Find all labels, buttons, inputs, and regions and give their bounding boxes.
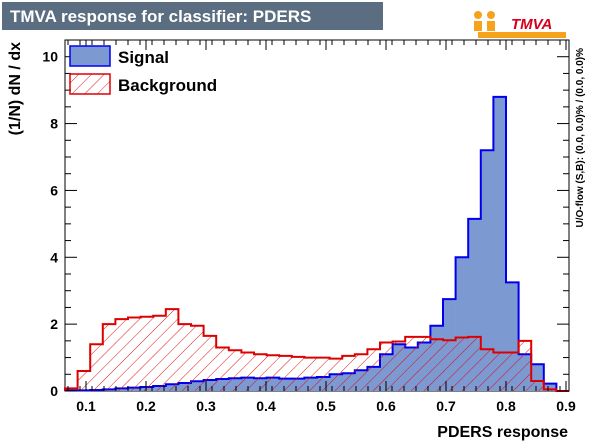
background-bin bbox=[228, 350, 242, 391]
background-bin bbox=[443, 340, 456, 391]
background-bin bbox=[241, 352, 255, 391]
series-layer bbox=[64, 95, 569, 392]
x-tick-label: 0.6 bbox=[376, 398, 396, 414]
background-bin bbox=[531, 380, 545, 391]
background-bin bbox=[191, 325, 204, 391]
x-tick-label: 0.2 bbox=[136, 398, 156, 414]
logo-figure bbox=[474, 21, 482, 31]
legend: Signal Background bbox=[69, 45, 217, 95]
overflow-label: U/O-flow (S,B): (0.0, 0.0)% / (0.0, 0.0)… bbox=[575, 48, 586, 228]
x-tick-label: 0.4 bbox=[256, 398, 276, 414]
y-tick-label: 2 bbox=[50, 316, 58, 332]
x-tick-label: 0.1 bbox=[76, 398, 96, 414]
background-bin bbox=[367, 349, 381, 391]
background-bin bbox=[279, 355, 293, 391]
title-bar bbox=[2, 2, 383, 30]
series-background bbox=[64, 308, 569, 392]
legend-label-signal: Signal bbox=[118, 48, 169, 67]
background-bin bbox=[128, 317, 141, 391]
background-bin bbox=[455, 337, 469, 391]
background-bin bbox=[291, 356, 305, 391]
background-bin bbox=[65, 388, 78, 391]
background-bin bbox=[354, 354, 368, 391]
logo-figure bbox=[487, 21, 495, 31]
background-bin bbox=[380, 342, 393, 391]
background-bin bbox=[329, 358, 343, 391]
chart-title: TMVA response for classifier: PDERS bbox=[10, 7, 311, 26]
background-bin bbox=[216, 347, 230, 391]
background-bin bbox=[90, 344, 104, 391]
background-bin bbox=[430, 339, 444, 391]
background-bin bbox=[405, 336, 419, 391]
logo-dot bbox=[474, 11, 482, 19]
y-tick-label: 6 bbox=[50, 182, 58, 198]
background-bin bbox=[304, 357, 318, 391]
background-bin bbox=[254, 354, 267, 391]
background-outline bbox=[64, 308, 569, 392]
background-bin bbox=[518, 340, 532, 391]
background-bin bbox=[102, 324, 116, 391]
background-bin bbox=[77, 370, 91, 391]
background-bin bbox=[203, 335, 217, 391]
legend-swatch-signal bbox=[69, 45, 111, 67]
axes-layer: 0.1 0.2 0.3 0.4 0.5 0.6 0.7 0.8 0.9 0 2 4 6 8 10 bbox=[42, 39, 576, 414]
background-bin bbox=[178, 324, 192, 391]
y-tick-label: 8 bbox=[50, 116, 58, 132]
y-tick-label: 0 bbox=[50, 383, 58, 399]
background-bin bbox=[468, 336, 482, 391]
x-tick-label: 0.8 bbox=[496, 398, 516, 414]
background-bin bbox=[165, 309, 179, 391]
background-bin bbox=[153, 315, 167, 391]
background-bin bbox=[480, 349, 494, 391]
background-bin bbox=[115, 319, 129, 391]
tmva-logo: TMVA bbox=[474, 11, 566, 38]
y-tick-label: 10 bbox=[42, 49, 58, 65]
background-bin bbox=[266, 355, 280, 391]
signal-bin bbox=[480, 150, 494, 391]
background-bin bbox=[417, 336, 431, 391]
background-bin bbox=[342, 355, 356, 391]
background-bin bbox=[140, 316, 154, 391]
legend-swatch-background bbox=[69, 73, 111, 95]
background-bin bbox=[317, 357, 330, 391]
x-tick-label: 0.3 bbox=[196, 398, 216, 414]
y-axis-label: (1/N) dN / dx bbox=[7, 42, 24, 135]
legend-label-background: Background bbox=[118, 76, 217, 95]
x-tick-label: 0.5 bbox=[316, 398, 336, 414]
background-bin bbox=[506, 352, 519, 391]
x-tick-label: 0.9 bbox=[556, 398, 576, 414]
background-bin bbox=[392, 341, 406, 391]
signal-bin bbox=[543, 383, 557, 391]
logo-bar bbox=[478, 32, 566, 38]
logo-text: TMVA bbox=[511, 16, 552, 33]
background-bin bbox=[493, 352, 507, 391]
logo-dot bbox=[487, 11, 495, 19]
signal-bin bbox=[493, 96, 507, 391]
x-axis-label: PDERS response bbox=[437, 424, 568, 441]
x-tick-label: 0.7 bbox=[436, 398, 456, 414]
y-tick-label: 4 bbox=[50, 249, 58, 265]
